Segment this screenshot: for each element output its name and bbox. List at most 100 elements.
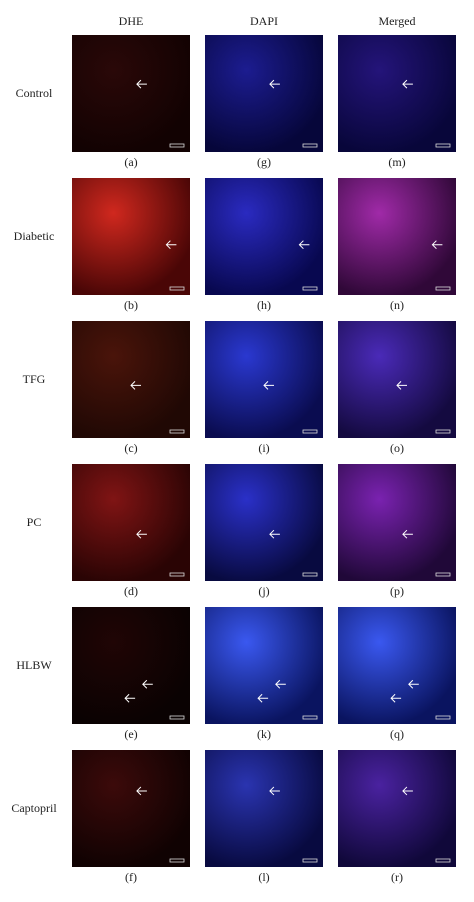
arrow [136, 529, 147, 539]
micrograph [72, 321, 190, 438]
panel-label: (d) [124, 584, 138, 598]
micrograph [338, 178, 456, 295]
micrograph [72, 750, 190, 867]
arrow [124, 693, 136, 703]
panel-label: (p) [390, 584, 404, 598]
panel-label: (n) [390, 298, 404, 312]
panel-label: (q) [390, 727, 404, 741]
row-label: PC [26, 514, 42, 529]
overlay [263, 380, 318, 434]
micrograph [205, 321, 323, 438]
scale-bar [169, 286, 185, 291]
scale-bar [169, 429, 185, 434]
micrograph [205, 607, 323, 724]
arrow [136, 786, 147, 796]
column-header: Merged [378, 14, 416, 28]
arrow [298, 240, 310, 250]
panel-label: (o) [390, 441, 404, 455]
scale-bar [302, 429, 318, 434]
micrograph [338, 35, 456, 152]
micrograph [205, 750, 323, 867]
arrow [142, 679, 153, 689]
overlay [269, 79, 318, 148]
micrograph [72, 35, 190, 152]
panel-label: (k) [257, 727, 271, 741]
panel-label: (c) [124, 441, 138, 455]
micrograph [338, 464, 456, 581]
column-header: DHE [118, 14, 144, 28]
scale-bar [435, 715, 451, 720]
scale-bar [435, 286, 451, 291]
column-header: DAPI [249, 14, 278, 28]
panel-label: (a) [124, 155, 138, 169]
panel-label: (r) [391, 870, 403, 884]
scale-bar [302, 286, 318, 291]
panel-label: (g) [257, 155, 271, 169]
scale-bar [435, 429, 451, 434]
scale-bar [169, 572, 185, 577]
arrow [402, 79, 413, 89]
micrograph [72, 178, 190, 295]
arrow [402, 529, 413, 539]
scale-bar [302, 143, 318, 148]
overlay [136, 529, 185, 577]
overlay [298, 240, 318, 291]
overlay [390, 679, 451, 720]
panel-label: (l) [258, 870, 270, 884]
micrograph [72, 607, 190, 724]
scale-bar [169, 715, 185, 720]
micrograph [205, 464, 323, 581]
micrograph [205, 178, 323, 295]
arrow [263, 380, 274, 390]
arrow [390, 693, 402, 703]
scale-bar [169, 858, 185, 863]
overlay [136, 786, 185, 863]
panel-label: (j) [258, 584, 270, 598]
micrograph [72, 464, 190, 581]
overlay [269, 786, 318, 863]
row-label: Captopril [11, 800, 57, 815]
overlay [431, 240, 451, 291]
arrow [130, 380, 141, 390]
panel-label: (e) [124, 727, 138, 741]
arrow [165, 240, 177, 250]
scale-bar [435, 143, 451, 148]
overlay [396, 380, 451, 434]
arrow [408, 679, 419, 689]
panel-label: (m) [388, 155, 406, 169]
row-label: Control [15, 85, 53, 100]
micrograph [338, 321, 456, 438]
micrograph [338, 750, 456, 867]
scale-bar [302, 572, 318, 577]
arrow [269, 786, 280, 796]
overlay [402, 529, 451, 577]
micrograph [338, 607, 456, 724]
arrow [431, 240, 443, 250]
scale-bar [435, 572, 451, 577]
arrow [269, 529, 280, 539]
row-label: TFG [22, 371, 46, 386]
panel-label: (h) [257, 298, 271, 312]
overlay [402, 79, 451, 148]
arrow [396, 380, 407, 390]
overlay [269, 529, 318, 577]
overlay [165, 240, 185, 291]
arrow [269, 79, 280, 89]
panel-label: (i) [258, 441, 270, 455]
overlay [130, 380, 185, 434]
micrograph [205, 35, 323, 152]
overlay [402, 786, 451, 863]
panel-label: (f) [125, 870, 137, 884]
overlay [124, 679, 185, 720]
panel-label: (b) [124, 298, 138, 312]
scale-bar [302, 858, 318, 863]
arrow [136, 79, 147, 89]
overlay [257, 679, 318, 720]
scale-bar [302, 715, 318, 720]
arrow [275, 679, 286, 689]
arrow [402, 786, 413, 796]
scale-bar [169, 143, 185, 148]
arrow [257, 693, 269, 703]
row-label: Diabetic [13, 228, 55, 243]
